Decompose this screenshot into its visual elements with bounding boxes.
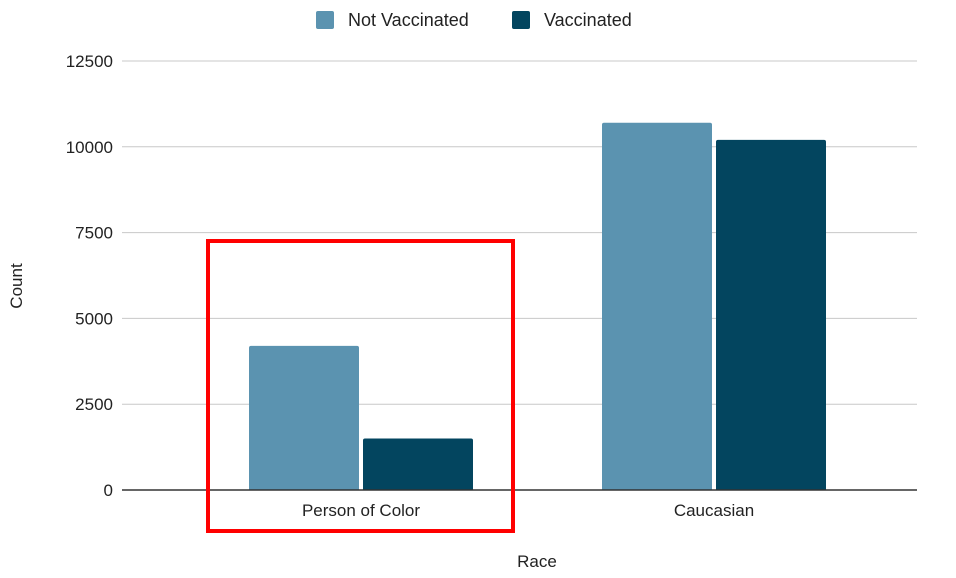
bar-not-vaccinated-person-of-color [249,345,359,490]
x-tick-label: Caucasian [674,501,754,520]
y-tick-labels: 0 2500 5000 7500 10000 12500 [66,52,113,500]
legend: Not Vaccinated Vaccinated [316,10,632,30]
x-tick-label: Person of Color [302,501,420,520]
y-axis-title: Count [7,263,26,309]
x-tick-labels: Person of Color Caucasian [302,501,754,520]
legend-swatch [316,11,334,29]
legend-label: Vaccinated [544,10,632,30]
y-tick-label: 2500 [75,395,113,414]
y-tick-label: 5000 [75,309,113,328]
y-tick-label: 7500 [75,224,113,243]
bar-vaccinated-person-of-color [363,438,473,490]
legend-swatch [512,11,530,29]
highlight-box [206,239,515,533]
bars [249,122,826,490]
y-tick-label: 12500 [66,52,113,71]
legend-label: Not Vaccinated [348,10,469,30]
y-tick-label: 0 [104,481,113,500]
y-tick-label: 10000 [66,138,113,157]
x-axis-title: Race [517,552,557,571]
bar-not-vaccinated-caucasian [602,122,712,490]
bar-vaccinated-caucasian [716,139,826,490]
